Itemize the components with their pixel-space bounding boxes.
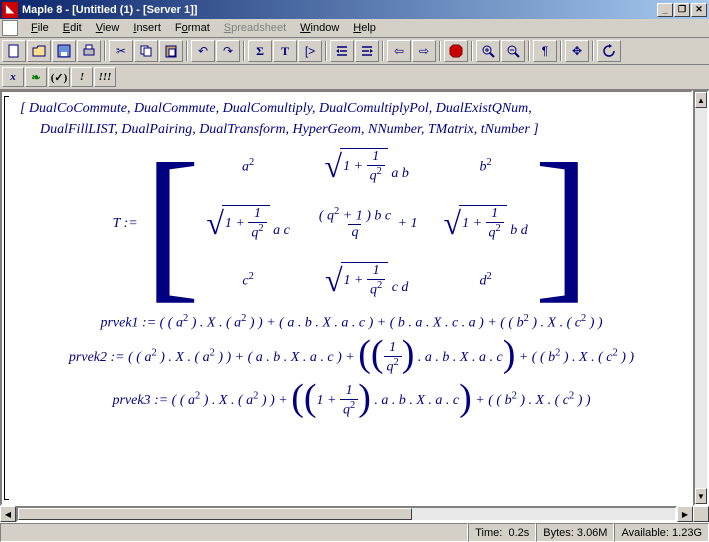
outdent-button[interactable] (355, 40, 379, 62)
exec-all-button[interactable]: !!! (94, 67, 116, 87)
restore-button[interactable]: ❐ (674, 3, 690, 17)
scroll-track[interactable] (695, 108, 707, 488)
group-bracket (4, 96, 9, 500)
undo-button[interactable]: ↶ (191, 40, 215, 62)
separator (592, 41, 594, 61)
statusbar: Time: 0.2s Bytes: 3.06M Available: 1.23G (0, 522, 709, 542)
worksheet[interactable]: [ DualCoCommute, DualCommute, DualComult… (0, 90, 693, 506)
vertical-scrollbar[interactable]: ▲ ▼ (693, 90, 709, 506)
menu-view[interactable]: View (89, 20, 127, 36)
copy-button[interactable] (134, 40, 158, 62)
scroll-corner (693, 506, 709, 522)
matrix-definition: T := [ a2 √1 + 1q2 a b b2 √1 + 1q2 a c (… (20, 148, 683, 299)
doc-icon (2, 20, 18, 36)
menu-edit[interactable]: Edit (56, 20, 89, 36)
sigma-button[interactable]: Σ (248, 40, 272, 62)
save-button[interactable] (52, 40, 76, 62)
new-button[interactable] (2, 40, 26, 62)
status-bytes: Bytes: 3.06M (536, 523, 614, 542)
cut-button[interactable]: ✂ (109, 40, 133, 62)
math-content: [ DualCoCommute, DualCommute, DualComult… (20, 98, 683, 419)
menu-window[interactable]: Window (293, 20, 346, 36)
separator (186, 41, 188, 61)
menu-insert[interactable]: Insert (126, 20, 168, 36)
status-message (0, 523, 468, 542)
separator (560, 41, 562, 61)
minimize-button[interactable]: _ (657, 3, 673, 17)
hscroll-track[interactable] (16, 506, 677, 522)
scroll-left-button[interactable]: ◀ (0, 506, 16, 522)
forward-button[interactable]: ⇨ (412, 40, 436, 62)
menu-spreadsheet: Spreadsheet (217, 20, 293, 36)
titlebar: ◣ Maple 8 - [Untitled (1) - [Server 1]] … (0, 0, 709, 19)
separator (528, 41, 530, 61)
prvek2-eq: prvek2 := ( ( a2 ) . X . ( a2 ) ) + ( a … (20, 340, 683, 376)
menubar: File Edit View Insert Format Spreadsheet… (0, 19, 709, 38)
toolbar-context: x ❧ (✓) ! !!! (0, 65, 709, 90)
separator (243, 41, 245, 61)
stop-button[interactable] (444, 40, 468, 62)
leaf-button[interactable]: ❧ (25, 67, 47, 87)
separator (104, 41, 106, 61)
print-button[interactable] (77, 40, 101, 62)
menu-help[interactable]: Help (346, 20, 383, 36)
status-available: Available: 1.23G (614, 523, 709, 542)
indent-button[interactable] (330, 40, 354, 62)
scroll-right-button[interactable]: ▶ (677, 506, 693, 522)
zoom-out-button[interactable] (501, 40, 525, 62)
hscroll-thumb[interactable] (18, 508, 412, 520)
status-time: Time: 0.2s (468, 523, 536, 542)
close-button[interactable]: ✕ (691, 3, 707, 17)
back-button[interactable]: ⇦ (387, 40, 411, 62)
menu-file[interactable]: File (24, 20, 56, 36)
prvek1-eq: prvek1 := ( ( a2 ) . X . ( a2 ) ) + ( a … (20, 313, 683, 332)
pilcrow-button[interactable]: ¶ (533, 40, 557, 62)
worksheet-area: [ DualCoCommute, DualCommute, DualComult… (0, 90, 709, 506)
menu-format[interactable]: Format (168, 20, 217, 36)
window-controls: _ ❐ ✕ (657, 3, 707, 17)
separator (471, 41, 473, 61)
separator (439, 41, 441, 61)
toolbar-main: ✂ ↶ ↷ Σ T [> ⇦ ⇨ ¶ ✥ (0, 38, 709, 65)
window-title: Maple 8 - [Untitled (1) - [Server 1]] (22, 4, 657, 16)
redo-button[interactable]: ↷ (216, 40, 240, 62)
export-line-1: [ DualCoCommute, DualCommute, DualComult… (20, 98, 683, 119)
scroll-down-button[interactable]: ▼ (695, 488, 707, 504)
horizontal-scrollbar[interactable]: ◀ ▶ (0, 506, 709, 522)
paste-button[interactable] (159, 40, 183, 62)
move-button[interactable]: ✥ (565, 40, 589, 62)
separator (382, 41, 384, 61)
exec-button[interactable]: ! (71, 67, 93, 87)
scroll-up-button[interactable]: ▲ (695, 92, 707, 108)
open-button[interactable] (27, 40, 51, 62)
prompt-button[interactable]: [> (298, 40, 322, 62)
paren-button[interactable]: (✓) (48, 67, 70, 87)
separator (325, 41, 327, 61)
x-button[interactable]: x (2, 67, 24, 87)
app-icon: ◣ (2, 2, 18, 18)
text-button[interactable]: T (273, 40, 297, 62)
zoom-in-button[interactable] (476, 40, 500, 62)
restart-button[interactable] (597, 40, 621, 62)
prvek3-eq: prvek3 := ( ( a2 ) . X . ( a2 ) ) + ((1 … (20, 383, 683, 419)
